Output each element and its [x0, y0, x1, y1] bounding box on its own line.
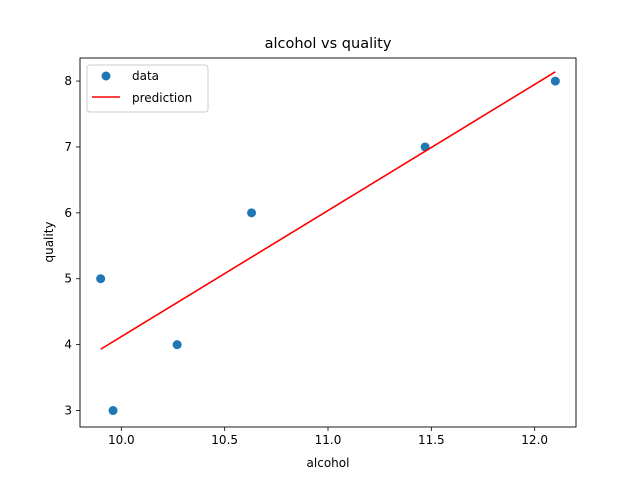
- y-tick-label: 4: [64, 338, 72, 352]
- legend: data prediction: [86, 64, 209, 113]
- data-point: [108, 406, 118, 416]
- data-point: [96, 274, 106, 284]
- x-tick-label: 12.0: [521, 433, 548, 447]
- x-tick-label: 10.5: [211, 433, 238, 447]
- x-tick-label: 10.0: [108, 433, 135, 447]
- y-tick-label: 3: [64, 404, 72, 418]
- plot-area: [96, 71, 560, 416]
- y-tick-label: 7: [64, 140, 72, 154]
- x-axis-label: alcohol: [307, 456, 350, 470]
- data-point: [247, 208, 257, 218]
- legend-data-label: data: [132, 69, 159, 83]
- prediction-line: [100, 71, 556, 350]
- y-axis-label: quality: [42, 221, 56, 262]
- y-tick-label: 8: [64, 74, 72, 88]
- x-axis: 10.0 10.5 11.0 11.5 12.0: [108, 427, 548, 447]
- y-tick-label: 6: [64, 206, 72, 220]
- legend-data-marker: [101, 71, 111, 81]
- y-axis: 3 4 5 6 7 8: [64, 74, 80, 418]
- chart-title: alcohol vs quality: [265, 36, 392, 52]
- y-tick-label: 5: [64, 272, 72, 286]
- legend-box: [86, 64, 209, 113]
- x-tick-label: 11.0: [315, 433, 342, 447]
- data-point: [172, 340, 182, 350]
- legend-prediction-label: prediction: [132, 91, 192, 105]
- x-tick-label: 11.5: [418, 433, 445, 447]
- data-point: [550, 76, 560, 86]
